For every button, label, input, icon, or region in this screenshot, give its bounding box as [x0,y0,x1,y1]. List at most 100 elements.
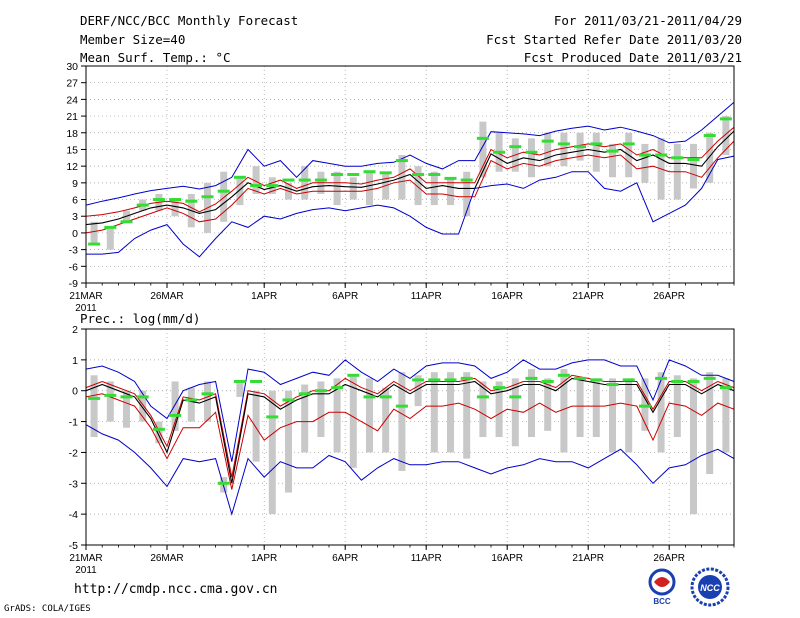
temp-series-lower-line [85,140,735,234]
temp-ensemble-box [528,138,535,178]
temp-ensemble-box [560,132,568,167]
forecast-produced-date: Fcst Produced Date 2011/03/21 [523,50,742,65]
temp-ensemble-box [171,199,179,217]
prec-ensemble-box [123,390,130,428]
temp-ensemble-box [414,166,422,206]
temp-ensemble-box [220,171,228,222]
temp-x-tick-label: 6APR [332,291,358,302]
prec-x-tick-label: 6APR [332,553,358,564]
prec-y-tick-label: 0 [72,386,78,398]
prec-ensemble-box [171,381,179,431]
forecast-period: For 2011/03/21-2011/04/29 [553,13,742,28]
prec-x-tick-label: 11APR [411,553,442,564]
temp-y-tick-label: 3 [72,211,78,223]
temp-ensemble-box [349,177,357,200]
prec-x-tick-label: 16APR [491,553,523,564]
forecast-start-date: Fcst Started Refer Date 2011/03/20 [486,32,742,47]
prec-ensemble-box [333,378,341,453]
temp-series-mean-line [85,130,735,226]
prec-x-tick-label: 26APR [653,553,685,564]
temp-y-tick-label: 9 [72,178,78,190]
temp-y-tick-label: -9 [69,278,78,290]
prec-ensemble-box [495,381,503,437]
temp-series-max-line [85,101,735,206]
temp-ensemble-box [463,171,471,217]
temp-y-tick-label: 12 [66,161,78,173]
ncc-logo-text: NCC [700,583,720,593]
temp-ensemble-box [430,171,438,206]
prec-ensemble-box [155,421,163,444]
variable-label: Mean Surf. Temp.: °C [80,50,231,65]
temp-y-tick-label: 27 [66,78,78,90]
temp-x-tick-label: 16APR [491,291,523,302]
prec-ensemble-box [236,381,244,397]
temp-ensemble-box [301,166,309,200]
temp-y-tick-label: 30 [66,61,78,73]
prec-ensemble-box [90,375,98,437]
temp-ensemble-box [706,132,714,183]
temp-x-tick-label: 11APR [411,291,442,302]
prec-ensemble-box [285,390,292,493]
temp-ensemble-box [641,143,649,183]
prec-plot-frame [85,328,735,546]
temp-y-tick-label: -6 [69,261,78,273]
temp-y-tick-label: 21 [66,111,78,123]
prec-series-max-line [85,359,735,462]
bcc-logo-mark [654,577,670,587]
temp-x-tick-label: 26MAR [150,291,183,302]
prec-ensemble-box [187,387,195,422]
prec-series-mean-line [85,377,735,484]
prec-ensemble-box [349,375,357,468]
temp-y-tick-label: -3 [69,245,78,257]
prec-y-tick-label: -4 [69,509,78,521]
prec-ensemble-box [657,372,665,453]
bcc-logo-text: BCC [653,597,671,606]
temp-ensemble-box [592,132,600,172]
prec-x-year-label: 2011 [75,565,97,576]
temp-ensemble-box [479,121,487,178]
temp-ensemble-box [90,221,98,245]
source-url[interactable]: http://cmdp.ncc.cma.gov.cn [74,582,278,597]
prec-ensemble-box [690,378,697,515]
prec-ensemble-box [430,372,438,453]
prec-series-min-line [85,424,735,516]
ncc-logo-globe [698,575,722,599]
prec-ensemble-box [463,372,471,459]
temp-x-tick-label: 26APR [653,291,685,302]
temp-series-upper-line [85,126,735,217]
temp-ensemble-box [722,116,730,156]
temp-ensemble-box [447,177,454,206]
prec-y-tick-label: -2 [69,447,78,459]
temp-x-tick-label: 1APR [251,291,277,302]
prec-ensemble-box [609,378,616,453]
prec-ensemble-box [641,378,649,431]
prec-panel-title: Prec.: log(mm/d) [80,311,200,326]
temp-ensemble-box [690,143,697,189]
temp-series-min-line [86,155,735,258]
temp-plot-frame [85,65,735,284]
temp-ensemble-box [609,143,616,178]
prec-ensemble-box [479,381,487,437]
chart-title: DERF/NCC/BCC Monthly Forecast [80,13,299,28]
prec-y-tick-label: -1 [69,417,78,429]
temp-ensemble-box [366,171,373,206]
prec-x-tick-label: 1APR [251,553,277,564]
temp-x-tick-label: 21APR [572,291,604,302]
prec-ensemble-box [722,378,730,453]
prec-ensemble-box [317,381,325,437]
temp-ensemble-box [236,177,244,206]
prec-ensemble-box [301,384,309,453]
prec-ensemble-box [106,381,114,422]
temp-x-tick-label: 21MAR [69,291,102,302]
prec-ensemble-box [414,375,422,407]
temp-y-tick-label: 15 [66,144,78,156]
temp-ensemble-box [544,132,552,167]
prec-ensemble-box [268,390,276,515]
bcc-logo: BCC [648,568,676,606]
prec-x-tick-label: 21APR [572,553,604,564]
prec-ensemble-box [252,390,260,462]
prec-y-tick-label: -3 [69,478,78,490]
prec-y-tick-label: 1 [72,355,78,367]
temp-y-tick-label: 0 [72,228,78,240]
